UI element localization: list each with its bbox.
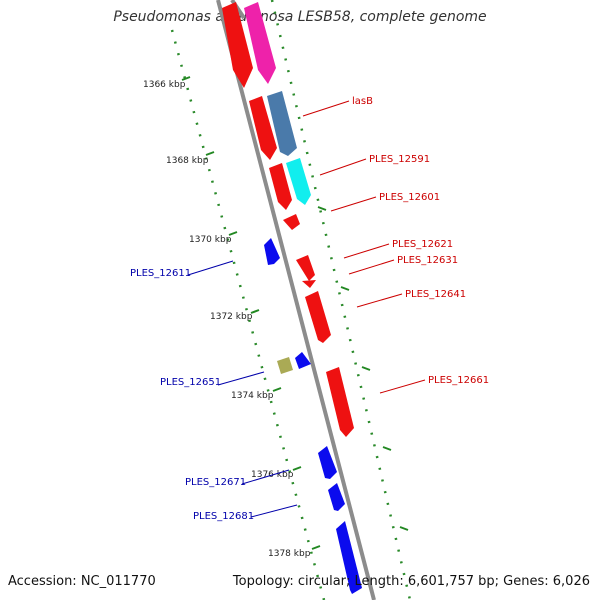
- gene-arrow-PLES_12611: [264, 238, 280, 265]
- gene-label-PLES_12651: PLES_12651: [160, 377, 221, 388]
- gene-label-PLES_12601: PLES_12601: [379, 192, 440, 203]
- label-leader: [250, 504, 298, 518]
- label-leader: [241, 469, 290, 485]
- reverse-label-leaders: [187, 260, 298, 518]
- ruler-tick: [272, 387, 282, 392]
- gene-label-PLES_12671: PLES_12671: [185, 477, 246, 488]
- outer-track-ticks: [317, 206, 409, 531]
- gene-arrow-PLES_12601: [283, 214, 300, 230]
- gene-arrow-red: [269, 163, 292, 210]
- ruler-tick: [205, 151, 215, 156]
- page-title: Pseudomonas aeruginosa LESB58, complete …: [113, 9, 487, 25]
- gene-arrow-PLES_12621: [296, 255, 315, 281]
- genome-summary: Topology: circular; Length: 6,601,757 bp…: [232, 574, 590, 589]
- outer-tick: [340, 286, 350, 291]
- ruler-tick: [228, 231, 238, 236]
- ruler-tick-label: 1374 kbp: [231, 391, 274, 401]
- forward-gene-labels: lasB PLES_12591 PLES_12601 PLES_12621 PL…: [352, 96, 489, 386]
- forward-genes: [222, 2, 354, 437]
- label-leader: [330, 196, 377, 212]
- gene-label-PLES_12631: PLES_12631: [397, 255, 458, 266]
- ruler-tick: [250, 309, 260, 314]
- gene-label-PLES_12611: PLES_12611: [130, 268, 191, 279]
- gene-label-PLES_12641: PLES_12641: [405, 289, 466, 300]
- forward-label-leaders: [302, 100, 426, 394]
- gene-label-PLES_12621: PLES_12621: [392, 239, 453, 250]
- ruler-tick: [181, 76, 191, 81]
- gene-arrow-lasB: [267, 91, 297, 156]
- ruler-tick: [292, 466, 302, 471]
- label-leader: [187, 260, 234, 276]
- label-leader: [217, 371, 265, 386]
- gene-arrow-PLES_12631: [302, 280, 316, 288]
- ruler-ticks: [181, 76, 321, 550]
- gene-arrow-red: [222, 2, 253, 88]
- outer-tick: [317, 206, 327, 211]
- gene-label-lasB: lasB: [352, 96, 373, 107]
- label-leader: [356, 293, 403, 308]
- outer-tick: [361, 366, 371, 371]
- ruler-tick-label: 1370 kbp: [189, 235, 232, 245]
- gene-arrow-pink: [244, 2, 276, 84]
- gene-arrow-PLES_12661: [326, 367, 354, 437]
- ruler-tick-label: 1372 kbp: [210, 312, 253, 322]
- gene-label-PLES_12681: PLES_12681: [193, 511, 254, 522]
- gene-arrow-PLES_12641: [305, 291, 331, 343]
- accession-label: Accession: NC_011770: [8, 574, 156, 589]
- reverse-gene-labels: PLES_12611 PLES_12651 PLES_12671 PLES_12…: [130, 268, 254, 522]
- genome-backbone: [216, 0, 376, 600]
- gene-arrow-PLES_12681: [328, 483, 345, 511]
- ruler-tick: [311, 545, 321, 550]
- gene-arrow-blue: [336, 521, 362, 594]
- label-leader: [302, 100, 350, 117]
- label-leader: [348, 259, 395, 275]
- label-leader: [319, 158, 367, 176]
- ruler-tick-label: 1378 kbp: [268, 549, 311, 559]
- ruler-tick-label: 1368 kbp: [166, 156, 209, 166]
- outer-tick: [399, 526, 409, 531]
- gene-arrow-blue: [295, 352, 311, 369]
- outer-dotted-track: [270, 0, 412, 600]
- gene-arrow-PLES_12671: [318, 446, 337, 479]
- outer-tick: [382, 446, 392, 451]
- gene-arrow-red: [249, 96, 277, 160]
- reverse-genes: [264, 238, 362, 594]
- label-leader: [379, 379, 426, 394]
- ruler-tick-label: 1366 kbp: [143, 80, 186, 90]
- gene-arrow-PLES_12651: [277, 357, 293, 374]
- gene-arrow-PLES_12591: [286, 158, 311, 205]
- label-leader: [343, 243, 390, 259]
- gene-label-PLES_12661: PLES_12661: [428, 375, 489, 386]
- gene-label-PLES_12591: PLES_12591: [369, 154, 430, 165]
